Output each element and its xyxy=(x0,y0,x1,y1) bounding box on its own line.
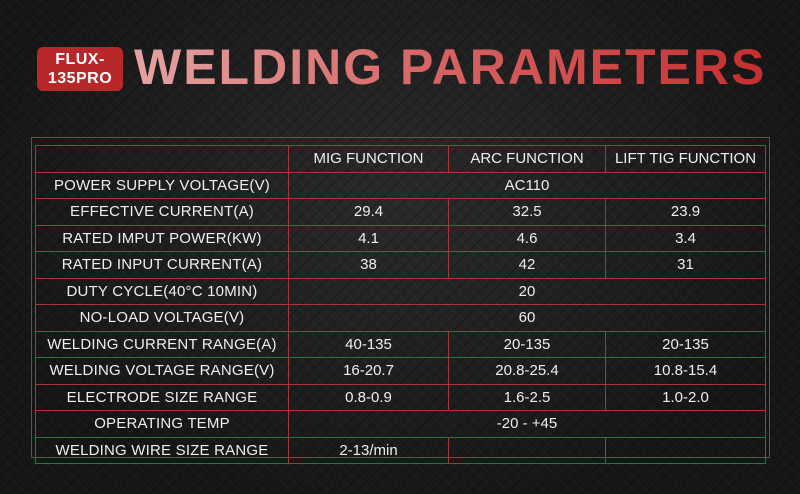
mig-value: 0.8-0.9 xyxy=(288,383,449,411)
table-row: WELDING CURRENT RANGE(A) 40-135 20-135 2… xyxy=(35,330,766,358)
table-row: DUTY CYCLE(40°C 10MIN) 20 xyxy=(35,277,766,305)
header-arc: ARC FUNCTION xyxy=(448,145,606,173)
row-label: RATED INPUT CURRENT(A) xyxy=(35,251,289,279)
lift-tig-value: 1.0-2.0 xyxy=(605,383,766,411)
model-badge-line2: 135PRO xyxy=(47,70,113,87)
lift-tig-value: 23.9 xyxy=(605,198,766,226)
lift-tig-value: 3.4 xyxy=(605,224,766,252)
header-mig: MIG FUNCTION xyxy=(288,145,449,173)
model-badge: FLUX- 135PRO xyxy=(37,47,123,91)
merged-value: 20 xyxy=(288,277,766,305)
header-lift-tig: LIFT TIG FUNCTION xyxy=(605,145,766,173)
merged-value: AC110 xyxy=(288,171,766,199)
lift-tig-value: 31 xyxy=(605,251,766,279)
lift-tig-value: 20-135 xyxy=(605,330,766,358)
row-label: WELDING CURRENT RANGE(A) xyxy=(35,330,289,358)
table-row: RATED INPUT CURRENT(A) 38 42 31 xyxy=(35,251,766,279)
row-label: DUTY CYCLE(40°C 10MIN) xyxy=(35,277,289,305)
lift-tig-value: 10.8-15.4 xyxy=(605,357,766,385)
mig-value: 2-13/min xyxy=(288,436,449,464)
table-row: OPERATING TEMP -20 - +45 xyxy=(35,410,766,438)
merged-value: -20 - +45 xyxy=(288,410,766,438)
merged-value: 60 xyxy=(288,304,766,332)
arc-value: 1.6-2.5 xyxy=(448,383,606,411)
page-title: WELDING PARAMETERS xyxy=(134,39,767,95)
mig-value: 38 xyxy=(288,251,449,279)
welding-parameters-table: MIG FUNCTION ARC FUNCTION LIFT TIG FUNCT… xyxy=(35,145,766,464)
row-label: ELECTRODE SIZE RANGE xyxy=(35,383,289,411)
table-row: POWER SUPPLY VOLTAGE(V) AC110 xyxy=(35,171,766,199)
table-row: WELDING VOLTAGE RANGE(V) 16-20.7 20.8-25… xyxy=(35,357,766,385)
table-row: RATED IMPUT POWER(KW) 4.1 4.6 3.4 xyxy=(35,224,766,252)
mig-value: 4.1 xyxy=(288,224,449,252)
table-row: NO-LOAD VOLTAGE(V) 60 xyxy=(35,304,766,332)
row-label: WELDING WIRE SIZE RANGE xyxy=(35,436,289,464)
mig-value: 40-135 xyxy=(288,330,449,358)
arc-value: 20.8-25.4 xyxy=(448,357,606,385)
mig-value: 29.4 xyxy=(288,198,449,226)
mig-value: 16-20.7 xyxy=(288,357,449,385)
row-label: EFFECTIVE CURRENT(A) xyxy=(35,198,289,226)
arc-value: 20-135 xyxy=(448,330,606,358)
row-label: RATED IMPUT POWER(KW) xyxy=(35,224,289,252)
row-label: OPERATING TEMP xyxy=(35,410,289,438)
lift-tig-value xyxy=(605,436,766,464)
table-row: ELECTRODE SIZE RANGE 0.8-0.9 1.6-2.5 1.0… xyxy=(35,383,766,411)
header-empty-cell xyxy=(35,145,289,173)
table-header-row: MIG FUNCTION ARC FUNCTION LIFT TIG FUNCT… xyxy=(35,145,766,173)
table-row: WELDING WIRE SIZE RANGE 2-13/min xyxy=(35,436,766,464)
arc-value: 42 xyxy=(448,251,606,279)
row-label: POWER SUPPLY VOLTAGE(V) xyxy=(35,171,289,199)
row-label: WELDING VOLTAGE RANGE(V) xyxy=(35,357,289,385)
arc-value: 4.6 xyxy=(448,224,606,252)
table-row: EFFECTIVE CURRENT(A) 29.4 32.5 23.9 xyxy=(35,198,766,226)
arc-value xyxy=(448,436,606,464)
model-badge-line1: FLUX- xyxy=(55,51,105,68)
arc-value: 32.5 xyxy=(448,198,606,226)
row-label: NO-LOAD VOLTAGE(V) xyxy=(35,304,289,332)
